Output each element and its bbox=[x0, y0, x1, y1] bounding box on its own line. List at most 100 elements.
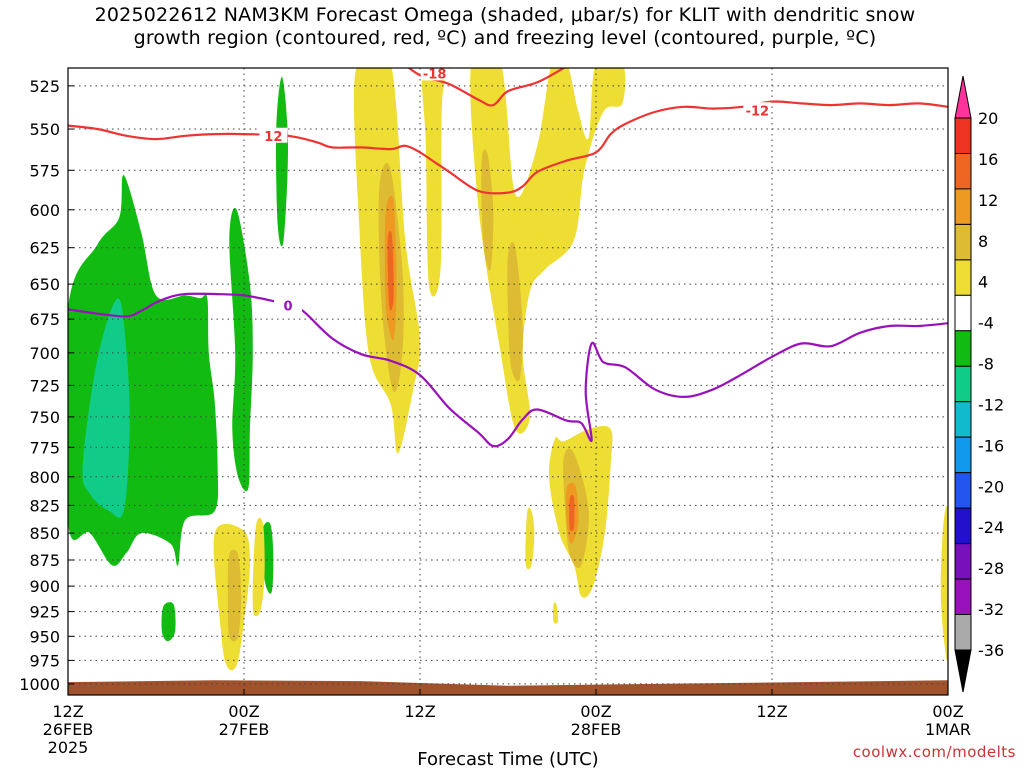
colorbar-label-0: 20 bbox=[978, 109, 998, 128]
chart-title: 2025022612 NAM3KM Forecast Omega (shaded… bbox=[0, 4, 1010, 50]
omega-region-22 bbox=[387, 230, 394, 311]
y-tick-label-850: 850 bbox=[29, 524, 60, 543]
plot-frame bbox=[67, 67, 949, 696]
x-axis-title: Forecast Time (UTC) bbox=[417, 749, 598, 768]
colorbar-label-1: 16 bbox=[978, 150, 998, 169]
colorbar-top-arrow bbox=[954, 75, 972, 119]
y-tick-label-725: 725 bbox=[29, 376, 60, 395]
x-tick-label-3-1: 00Z bbox=[580, 702, 611, 721]
y-tick-label-650: 650 bbox=[29, 275, 60, 294]
colorbar-swatch-0 bbox=[954, 117, 972, 154]
x-tick-label-2-1: 12Z bbox=[404, 702, 435, 721]
x-tick-label-0-2: 26FEB bbox=[43, 720, 94, 739]
colorbar-swatch-1 bbox=[954, 153, 972, 190]
x-tick-label-1-2: 27FEB bbox=[219, 720, 270, 739]
colorbar-swatch-8 bbox=[954, 401, 972, 438]
dgz-label-2: -12 bbox=[746, 104, 770, 119]
omega-region-7 bbox=[421, 68, 450, 297]
y-tick-label-600: 600 bbox=[29, 201, 60, 220]
colorbar-swatch-11 bbox=[954, 507, 972, 545]
colorbar: 20 16 12 8 4 -4 -8 -12 -16 -20 -24 -28 -32 -36 bbox=[954, 75, 1004, 693]
omega-region-17 bbox=[507, 241, 523, 382]
colorbar-bottom-arrow bbox=[954, 649, 972, 693]
colorbar-label-10: -24 bbox=[978, 518, 1004, 537]
y-tick-label-625: 625 bbox=[29, 239, 60, 258]
dgz-label-0: 12 bbox=[264, 130, 282, 145]
chart-title-line-2: growth region (contoured, red, ºC) and f… bbox=[133, 27, 877, 49]
y-tick-label-700: 700 bbox=[29, 344, 60, 363]
x-tick-label-5-2: 1MAR bbox=[925, 720, 971, 739]
y-tick-label-675: 675 bbox=[29, 310, 60, 329]
dgz-contour-0 bbox=[68, 100, 948, 195]
freezing-level-label-0: 0 bbox=[283, 299, 292, 314]
colorbar-swatch-13 bbox=[954, 578, 972, 616]
colorbar-label-3: 8 bbox=[978, 232, 988, 251]
dgz-label-bg-1 bbox=[420, 68, 449, 81]
colorbar-swatch-5 bbox=[954, 294, 972, 332]
y-tick-label-575: 575 bbox=[29, 161, 60, 180]
colorbar-swatch-4 bbox=[954, 259, 972, 296]
y-tick-label-875: 875 bbox=[29, 551, 60, 570]
grid-lines bbox=[68, 68, 948, 695]
site-credit: coolwx.com/modelts bbox=[852, 743, 1016, 761]
omega-region-11 bbox=[553, 602, 559, 624]
terrain-surface bbox=[68, 680, 948, 695]
colorbar-swatch-12 bbox=[954, 543, 972, 580]
dgz-label-bg-2 bbox=[743, 102, 772, 118]
colorbar-swatch-3 bbox=[954, 223, 972, 261]
y-tick-label-1000: 1000 bbox=[19, 675, 60, 694]
colorbar-swatch-9 bbox=[954, 436, 972, 474]
colorbar-label-2: 12 bbox=[978, 191, 998, 210]
colorbar-swatch-2 bbox=[954, 188, 972, 225]
x-tick-label-0-3: 2025 bbox=[48, 738, 89, 757]
x-tick-label-3-2: 28FEB bbox=[571, 720, 622, 739]
colorbar-label-5: -4 bbox=[978, 314, 994, 333]
y-tick-label-550: 550 bbox=[29, 120, 60, 139]
contour-lines: 12 -18 -12 0 bbox=[68, 67, 948, 448]
colorbar-label-11: -28 bbox=[978, 559, 1004, 578]
y-tick-label-525: 525 bbox=[29, 77, 60, 96]
y-tick-label-900: 900 bbox=[29, 577, 60, 596]
colorbar-swatch-10 bbox=[954, 472, 972, 509]
x-tick-label-0-1: 12Z bbox=[52, 702, 83, 721]
dgz-label-1: -18 bbox=[423, 67, 447, 82]
omega-region-4 bbox=[161, 602, 176, 642]
omega-region-8 bbox=[470, 68, 626, 434]
omega-region-10 bbox=[525, 507, 535, 570]
dgz-label-bg-0 bbox=[259, 127, 288, 143]
omega-region-2 bbox=[276, 76, 289, 247]
omega-region-1 bbox=[229, 207, 253, 492]
y-tick-label-775: 775 bbox=[29, 438, 60, 457]
colorbar-label-12: -32 bbox=[978, 600, 1004, 619]
freezing-level-label-bg-0 bbox=[274, 297, 302, 313]
omega-region-23 bbox=[569, 494, 575, 532]
colorbar-swatch-14 bbox=[954, 614, 972, 651]
omega-shading bbox=[68, 68, 948, 671]
omega-region-19 bbox=[227, 549, 242, 642]
omega-region-0 bbox=[68, 175, 219, 566]
omega-region-14 bbox=[940, 505, 948, 662]
colorbar-label-9: -20 bbox=[978, 477, 1004, 496]
y-tick-label-925: 925 bbox=[29, 603, 60, 622]
y-tick-label-975: 975 bbox=[29, 651, 60, 670]
colorbar-swatch-6 bbox=[954, 330, 972, 367]
y-tick-label-750: 750 bbox=[29, 408, 60, 427]
y-tick-label-800: 800 bbox=[29, 468, 60, 487]
x-tick-label-5-1: 00Z bbox=[932, 702, 963, 721]
chart-title-line-1: 2025022612 NAM3KM Forecast Omega (shaded… bbox=[94, 4, 916, 26]
colorbar-label-8: -16 bbox=[978, 436, 1004, 455]
omega-region-13 bbox=[252, 517, 265, 617]
colorbar-label-7: -12 bbox=[978, 396, 1004, 415]
x-tick-label-1-1: 00Z bbox=[228, 702, 259, 721]
y-axis: 525 550 575 600 625 650 675 700 725 750 775 800 825 8… bbox=[19, 77, 74, 694]
colorbar-swatch-7 bbox=[954, 365, 972, 403]
y-tick-label-825: 825 bbox=[29, 496, 60, 515]
colorbar-label-13: -36 bbox=[978, 641, 1004, 660]
colorbar-label-6: -8 bbox=[978, 355, 994, 374]
y-tick-label-950: 950 bbox=[29, 627, 60, 646]
freezing-level-contour-0 bbox=[68, 292, 948, 448]
x-tick-label-4-1: 12Z bbox=[756, 702, 787, 721]
colorbar-label-4: 4 bbox=[978, 273, 988, 292]
